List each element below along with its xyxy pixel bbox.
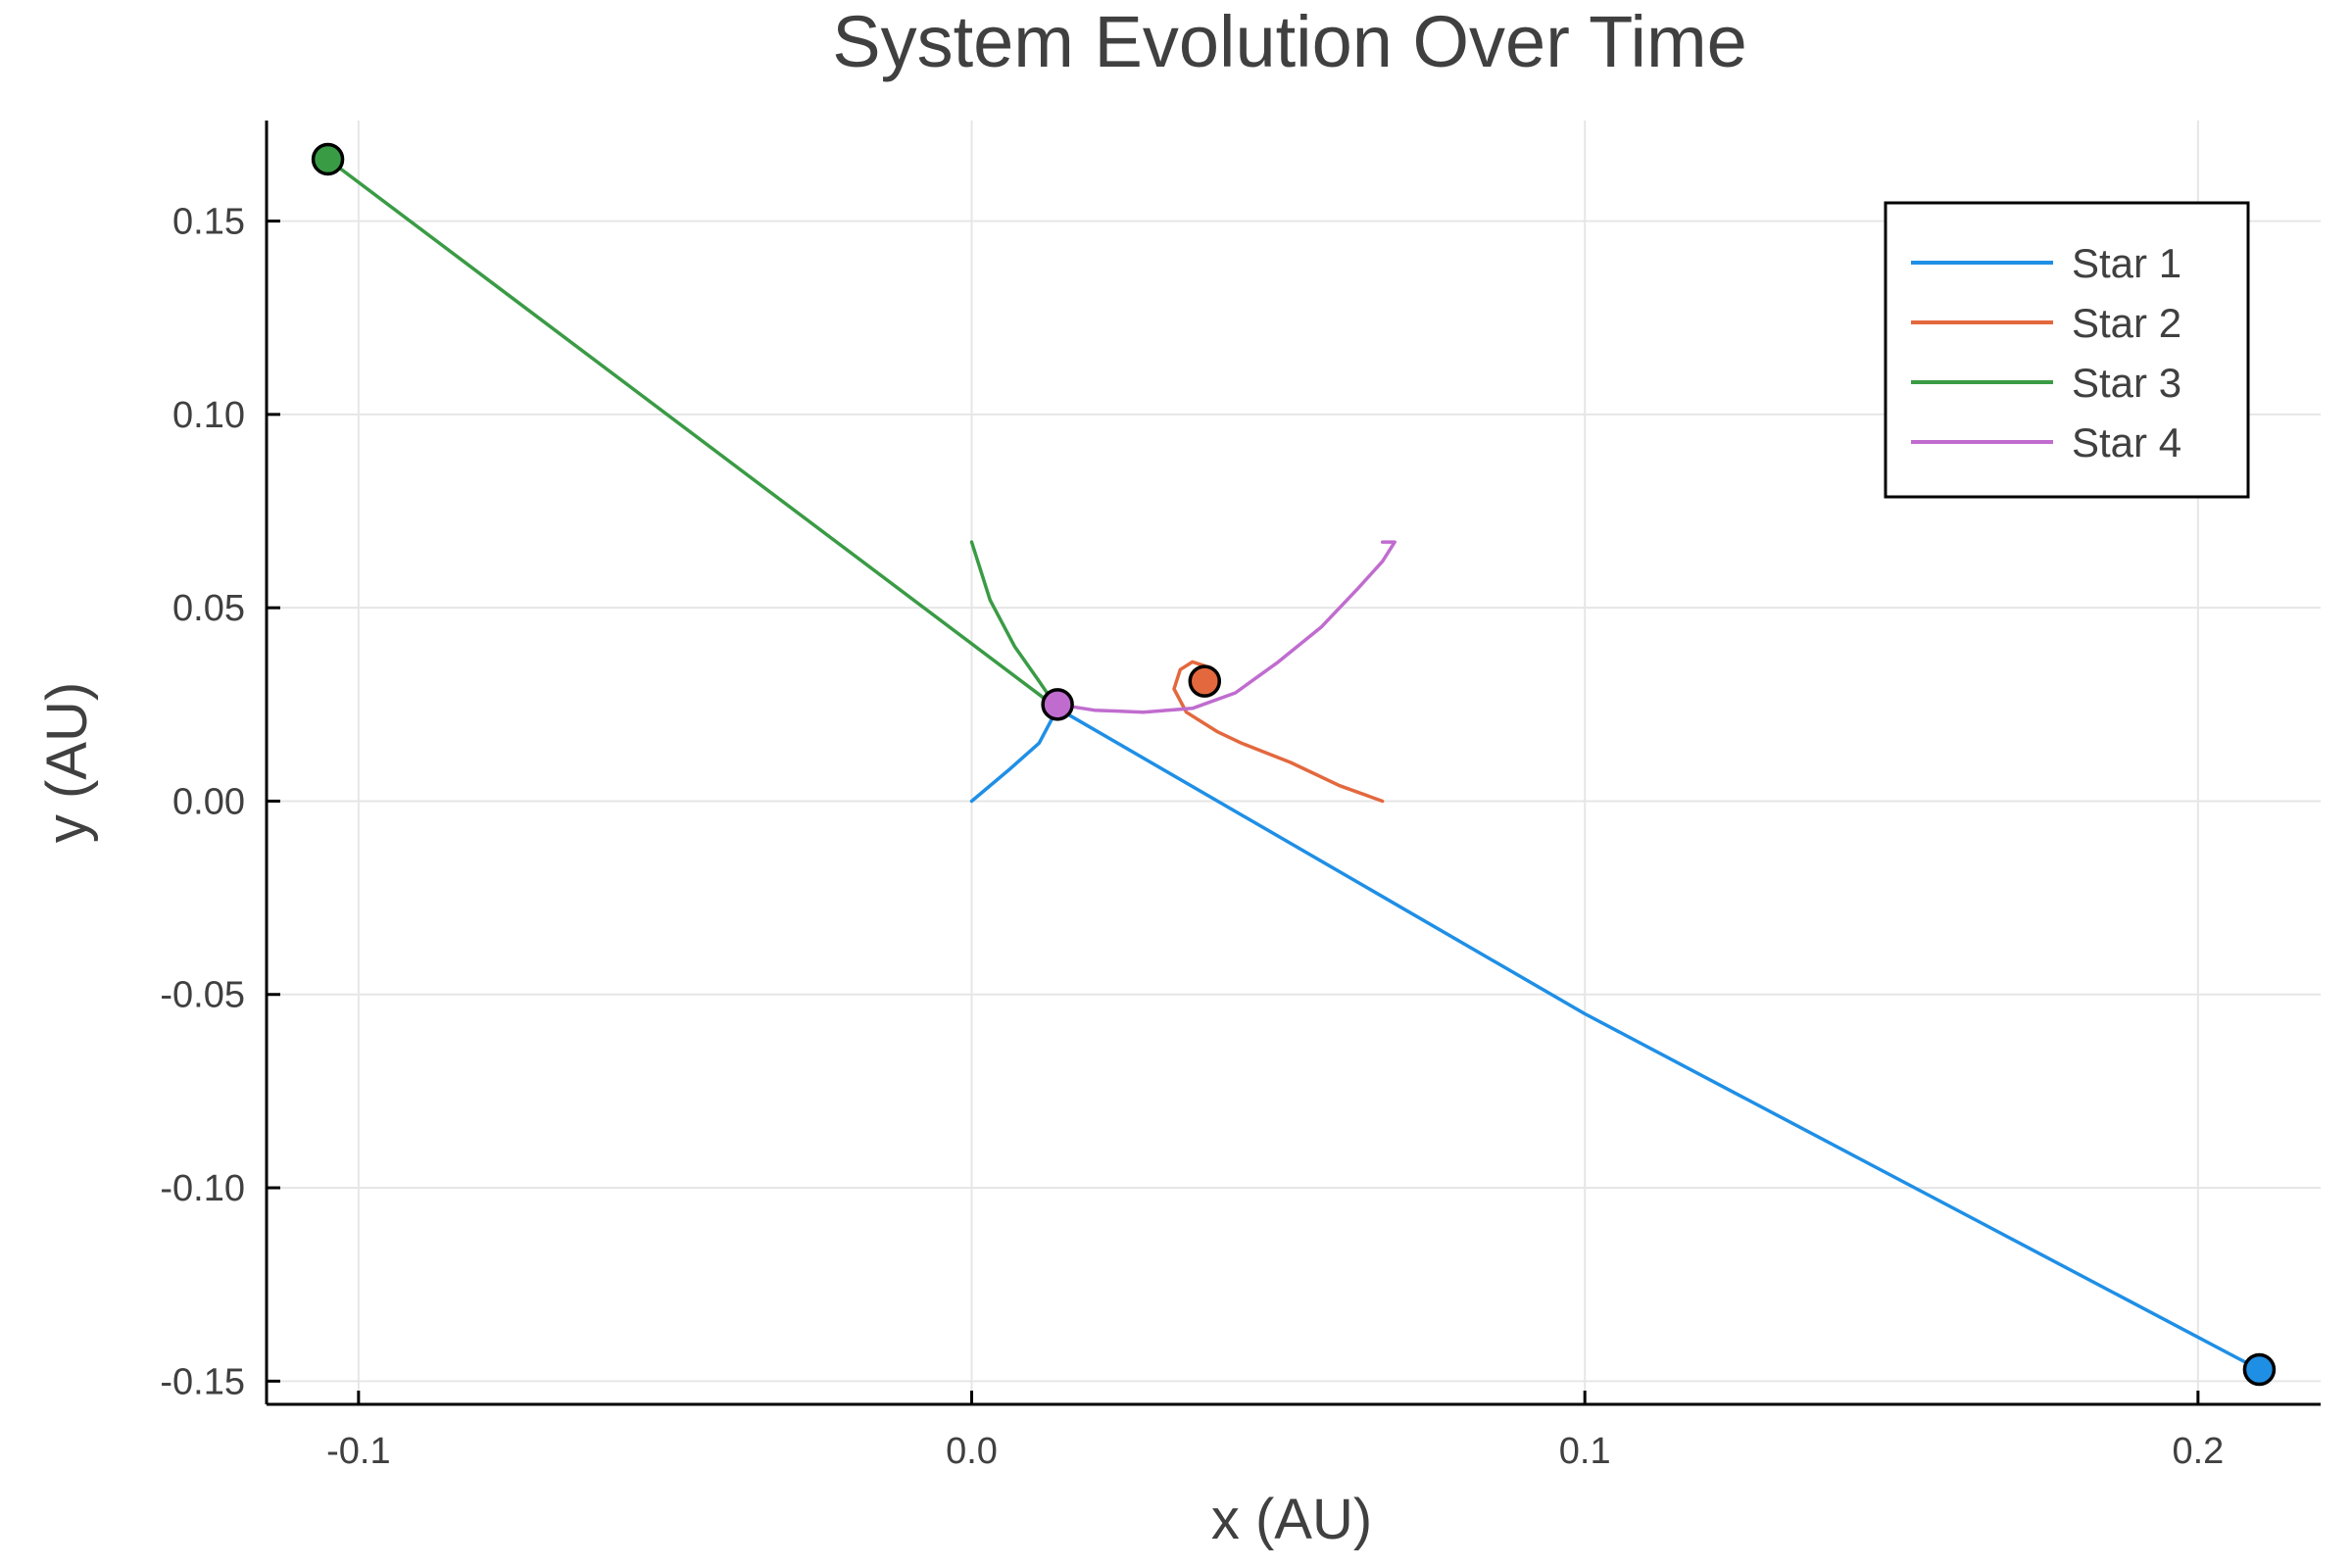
y-tick-label: -0.05: [160, 975, 245, 1016]
final-position-markers: [311, 142, 2277, 1387]
trail-star-3: [325, 157, 1059, 710]
legend-label-star-3: Star 3: [2072, 360, 2181, 406]
trail-star-4: [1055, 540, 1396, 714]
legend-box: [1884, 201, 2250, 499]
y-tick-label: -0.10: [160, 1168, 245, 1209]
x-tick-label: 0.1: [1559, 1431, 1611, 1472]
chart-title: System Evolution Over Time: [832, 1, 1747, 82]
trail-star-1: [969, 707, 2262, 1372]
legend-label-star-2: Star 2: [2072, 300, 2181, 346]
legend-label-star-4: Star 4: [2072, 419, 2181, 466]
y-tick-label: 0.15: [172, 202, 245, 243]
x-tick-labels: -0.1 0.0 0.1 0.2: [326, 1391, 2224, 1472]
y-tick-label: -0.15: [160, 1361, 245, 1402]
marker-star-3: [311, 142, 345, 176]
legend: Star 1 Star 2 Star 3 Star 4: [1884, 201, 2250, 499]
marker-star-1: [2242, 1352, 2277, 1387]
marker-star-2: [1188, 664, 1222, 698]
y-tick-label: 0.05: [172, 588, 245, 629]
y-tick-label: 0.10: [172, 395, 245, 436]
y-tick-label: 0.00: [172, 781, 245, 822]
trail-star-2: [1172, 660, 1385, 804]
legend-label-star-1: Star 1: [2072, 240, 2181, 286]
x-tick-label: 0.0: [946, 1431, 998, 1472]
axes: [265, 121, 2321, 1406]
x-axis-label: x (AU): [1211, 1488, 1372, 1551]
x-tick-label: -0.1: [326, 1431, 390, 1472]
marker-star-4: [1041, 688, 1074, 721]
series: [325, 157, 2262, 1372]
y-tick-labels: -0.15 -0.10 -0.05 0.00 0.05 0.10 0.15: [160, 202, 280, 1402]
x-tick-label: 0.2: [2172, 1431, 2224, 1472]
y-axis-label: y (AU): [35, 682, 99, 843]
